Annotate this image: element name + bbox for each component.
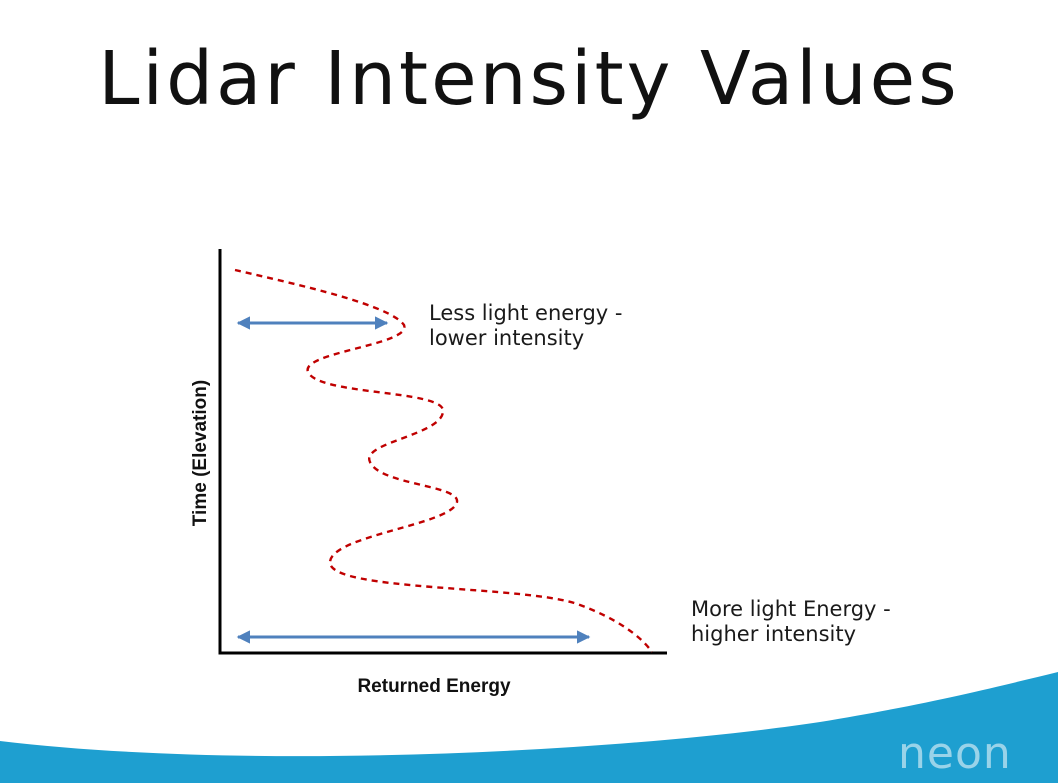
neon-logo: neon <box>898 728 1012 779</box>
high-intensity-annotation: More light Energy - higher intensity <box>691 597 891 647</box>
waveform-curve <box>234 268 653 653</box>
x-axis-label: Returned Energy <box>357 676 511 697</box>
annotation-line: More light Energy - <box>691 597 891 621</box>
y-axis-label: Time (Elevation) <box>190 379 211 527</box>
annotation-line: lower intensity <box>429 326 585 350</box>
annotation-line: higher intensity <box>691 622 857 646</box>
footer-wave <box>0 672 1058 783</box>
slide-title: Lidar Intensity Values <box>98 36 960 122</box>
low-intensity-annotation: Less light energy - lower intensity <box>429 301 622 351</box>
annotation-line: Less light energy - <box>429 301 623 325</box>
